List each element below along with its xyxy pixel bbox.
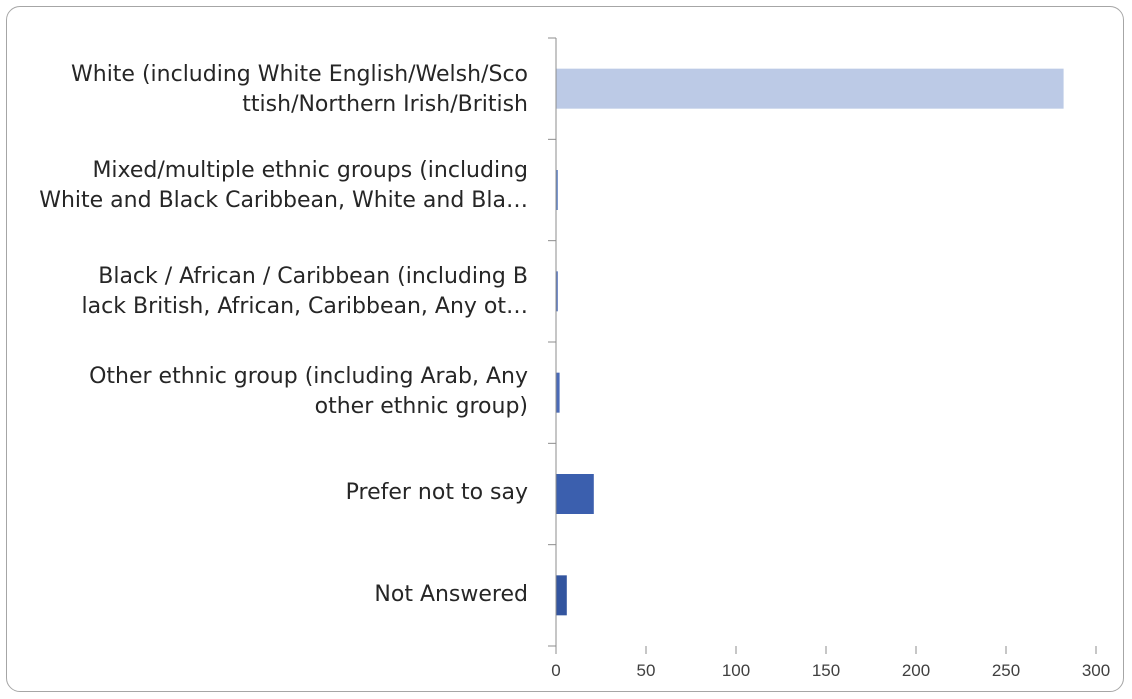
bar	[556, 68, 1064, 109]
bar	[556, 474, 594, 514]
category-label: Prefer not to say	[345, 480, 528, 505]
category-label: White (including White English/Welsh/Sco…	[71, 62, 528, 117]
category-label: Not Answered	[374, 582, 528, 607]
category-label: Other ethnic group (including Arab, Any …	[89, 364, 528, 419]
x-tick-label: 200	[902, 661, 930, 680]
x-tick-label: 50	[637, 661, 656, 680]
x-tick-label: 0	[551, 661, 560, 680]
x-tick-label: 100	[722, 661, 750, 680]
bar	[556, 271, 558, 312]
category-label: Black / African / Caribbean (including B…	[81, 264, 528, 319]
x-tick-label: 250	[992, 661, 1020, 680]
x-tick-label: 300	[1082, 661, 1110, 680]
bar	[556, 575, 567, 616]
category-label: Mixed/multiple ethnic groups (including …	[39, 158, 528, 213]
x-tick-label: 150	[812, 661, 840, 680]
bar	[556, 170, 558, 210]
bar	[556, 372, 560, 413]
